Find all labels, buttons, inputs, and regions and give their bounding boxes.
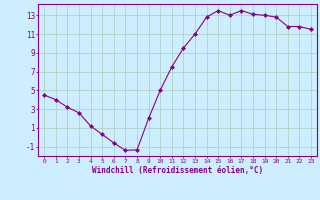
- X-axis label: Windchill (Refroidissement éolien,°C): Windchill (Refroidissement éolien,°C): [92, 166, 263, 175]
